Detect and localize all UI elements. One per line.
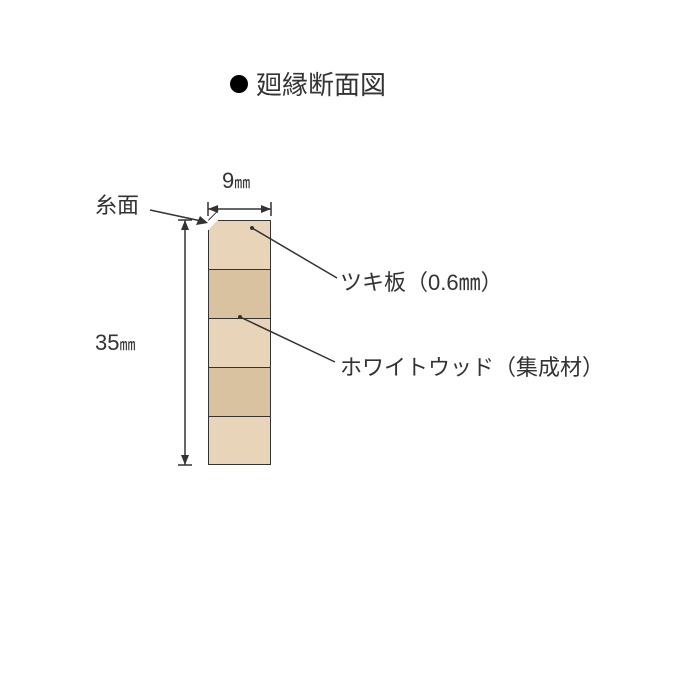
width-unit: ㎜: [234, 175, 250, 192]
width-value: 9: [222, 168, 234, 193]
wood-core-label: ホワイトウッド（集成材）: [340, 350, 604, 382]
height-value: 35: [95, 330, 119, 355]
height-arrow-icon: [178, 220, 192, 465]
height-unit: ㎜: [119, 337, 135, 354]
wood-layer: [208, 416, 271, 465]
width-dimension: 9㎜: [222, 168, 250, 194]
title-text: 廻縁断面図: [256, 65, 386, 102]
chamfer-label: 糸面: [95, 188, 139, 220]
veneer-label: ツキ板（0.6㎜）: [340, 265, 503, 297]
height-dimension: 35㎜: [95, 330, 136, 356]
diagram-title: 廻縁断面図: [230, 65, 386, 102]
veneer-callout-line: [252, 228, 342, 283]
bullet-icon: [230, 75, 248, 93]
chamfer-arrow-icon: [150, 210, 210, 230]
wood-layer: [208, 367, 271, 417]
wood-core-callout-line: [240, 317, 340, 367]
diagram-container: 9㎜ 35㎜ 糸面 ツキ板（0.6㎜） ホワイトウッド（集成材）: [50, 150, 650, 600]
